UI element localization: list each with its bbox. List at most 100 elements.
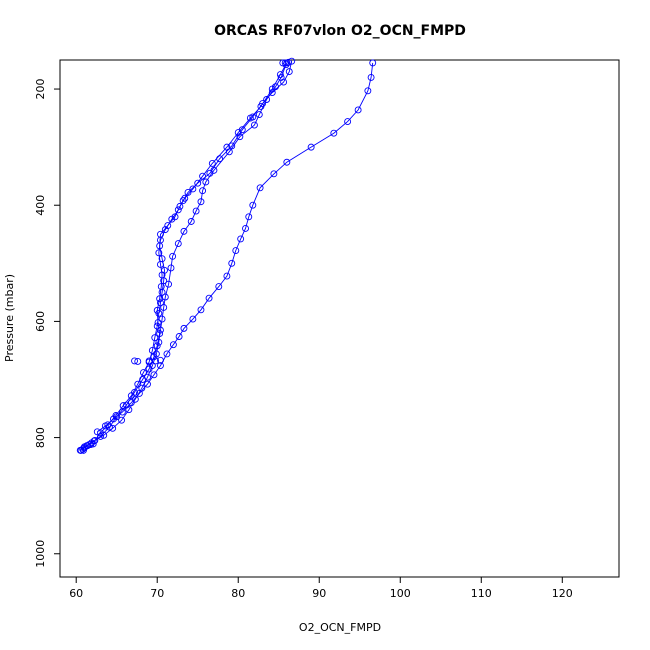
x-tick-label: 110 <box>471 587 492 600</box>
data-point <box>330 129 338 137</box>
data-point <box>109 424 117 432</box>
data-point <box>144 380 151 388</box>
data-point <box>202 178 210 186</box>
data-point <box>154 319 162 327</box>
data-point <box>206 169 214 177</box>
data-point <box>139 376 147 383</box>
y-tick-label: 800 <box>34 427 47 448</box>
data-point <box>158 271 166 279</box>
data-point <box>76 446 84 454</box>
data-point <box>249 201 257 209</box>
y-axis: 200 400 600 800 1000 <box>34 79 60 568</box>
data-point <box>307 143 315 151</box>
data-point <box>174 206 182 214</box>
data-point <box>145 357 153 365</box>
data-point <box>157 261 164 268</box>
data-point <box>344 118 352 126</box>
data-point <box>197 306 205 314</box>
data-point <box>156 330 164 338</box>
data-point <box>237 235 245 243</box>
data-point <box>93 428 101 436</box>
data-point <box>153 306 161 314</box>
data-point <box>263 96 271 103</box>
plot-area <box>76 57 377 454</box>
data-point <box>270 170 278 178</box>
data-point <box>157 362 164 370</box>
data-point <box>161 226 169 234</box>
data-point <box>157 326 164 334</box>
data-point <box>180 324 188 332</box>
data-point <box>100 431 108 439</box>
series-line <box>97 62 374 433</box>
x-tick-label: 80 <box>231 587 245 600</box>
point-cluster-3 <box>279 58 292 67</box>
data-point <box>155 249 163 257</box>
data-point <box>199 187 207 195</box>
x-tick-label: 90 <box>312 587 326 600</box>
data-point <box>249 113 257 121</box>
series-line <box>84 61 293 448</box>
data-point <box>151 334 159 342</box>
data-point <box>153 342 161 350</box>
data-point <box>157 299 164 307</box>
data-point <box>157 236 164 244</box>
data-point <box>110 415 117 423</box>
data-point <box>245 213 253 221</box>
profile-series-2 <box>79 61 290 453</box>
data-point <box>364 87 372 95</box>
data-point <box>127 399 135 407</box>
series-line <box>80 62 288 451</box>
x-tick-label: 60 <box>69 587 83 600</box>
data-point <box>192 207 200 215</box>
data-point <box>238 126 246 134</box>
data-point <box>179 197 187 205</box>
data-point <box>259 100 266 108</box>
data-point <box>194 179 202 187</box>
data-point <box>180 227 188 235</box>
plot-frame <box>59 59 620 578</box>
data-point <box>160 304 168 311</box>
data-point <box>176 202 184 210</box>
data-point <box>189 185 197 193</box>
data-point <box>134 358 142 365</box>
x-axis: 60 70 80 90 100 110 120 <box>69 577 573 600</box>
data-point <box>228 142 236 150</box>
data-point <box>131 357 138 365</box>
data-point <box>205 294 213 302</box>
data-point <box>165 280 173 288</box>
data-point <box>157 356 164 364</box>
data-point <box>105 423 113 431</box>
data-point <box>276 71 284 78</box>
data-point <box>268 89 276 96</box>
data-point <box>232 247 240 254</box>
y-axis-label: Pressure (mbar) <box>3 274 16 362</box>
data-point <box>150 371 158 379</box>
data-point <box>197 198 205 206</box>
data-point <box>285 58 292 66</box>
data-point <box>158 315 166 323</box>
data-point <box>285 68 293 76</box>
data-point <box>169 252 177 260</box>
y-tick-label: 1000 <box>34 540 47 568</box>
chart-title: ORCAS RF07vlon O2_OCN_FMPD <box>214 23 466 39</box>
y-tick-label: 600 <box>34 311 47 332</box>
data-point <box>131 395 139 403</box>
data-point <box>288 57 296 65</box>
data-point <box>156 295 164 303</box>
data-point <box>223 272 231 280</box>
y-tick-label: 400 <box>34 195 47 216</box>
data-point <box>281 59 289 67</box>
data-point <box>228 259 236 267</box>
x-tick-label: 120 <box>552 587 573 600</box>
point-cluster-2 <box>76 440 97 454</box>
data-point <box>174 240 182 248</box>
data-point <box>184 188 192 196</box>
x-tick-label: 100 <box>390 587 411 600</box>
data-point <box>367 73 375 81</box>
data-point <box>83 442 91 450</box>
data-point <box>208 159 216 167</box>
y-tick-label: 200 <box>34 79 47 100</box>
data-point <box>169 341 177 349</box>
data-point <box>131 388 138 396</box>
profile-series-1 <box>77 59 291 454</box>
